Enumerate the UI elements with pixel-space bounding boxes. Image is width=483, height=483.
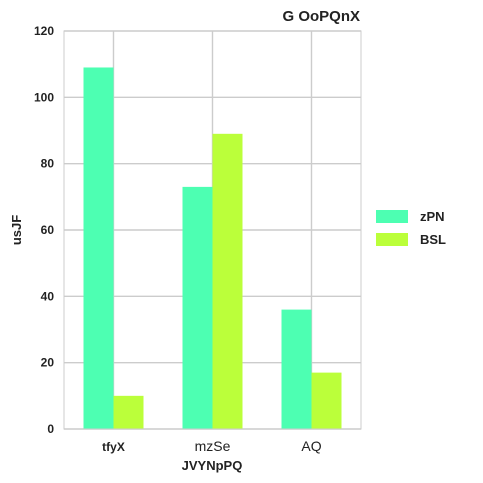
x-axis-label: JVYNpPQ [182,458,243,473]
bar-zPN-mzSe [182,186,213,429]
x-tick-label: AQ [301,438,321,454]
legend: zPN BSL [376,209,446,247]
y-axis-label: usJF [9,215,24,245]
x-tick-label: mzSe [195,438,231,454]
bar-BSL-tfyX [113,395,144,429]
y-tick-label: 0 [47,422,54,436]
x-tick-label: tfyX [102,440,125,454]
plot-frame [63,30,362,430]
y-tick-labels: 0 20 40 60 80 100 120 [34,24,54,436]
bar-zPN-tfyX [83,67,114,429]
bars [83,67,342,430]
y-tick-label: 60 [41,223,55,237]
bar-zPN-AQ [281,309,312,429]
chart-title: G OoPQnX [282,8,360,25]
y-tick-label: 120 [34,24,54,38]
y-tick-label: 80 [41,157,55,171]
legend-label-zPN: zPN [420,209,445,224]
bar-BSL-AQ [311,372,342,429]
y-tick-label: 40 [41,289,55,303]
legend-swatch-zPN [376,210,408,223]
bar-BSL-mzSe [212,133,243,430]
legend-label-BSL: BSL [420,232,446,247]
y-tick-label: 100 [34,90,54,104]
y-tick-label: 20 [41,356,55,370]
x-tick-labels: tfyX mzSe AQ [102,438,322,454]
legend-swatch-BSL [376,233,408,246]
